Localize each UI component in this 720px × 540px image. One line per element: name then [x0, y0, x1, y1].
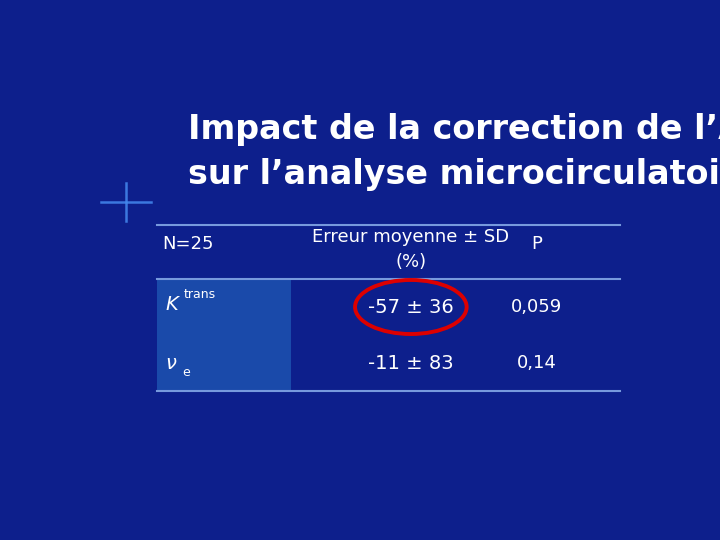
- Text: 0,14: 0,14: [516, 354, 557, 372]
- Text: trans: trans: [184, 288, 216, 301]
- Text: 0,059: 0,059: [510, 298, 562, 316]
- Text: (%): (%): [395, 253, 426, 271]
- Text: ν: ν: [166, 354, 176, 373]
- Text: e: e: [183, 366, 190, 379]
- Text: Impact de la correction de l’AIF: Impact de la correction de l’AIF: [188, 113, 720, 146]
- Text: -11 ± 83: -11 ± 83: [368, 354, 454, 373]
- Text: -57 ± 36: -57 ± 36: [368, 298, 454, 316]
- Text: P: P: [531, 234, 542, 253]
- Text: K: K: [166, 295, 178, 314]
- FancyBboxPatch shape: [157, 279, 291, 335]
- Text: N=25: N=25: [163, 234, 214, 253]
- Text: Erreur moyenne ± SD: Erreur moyenne ± SD: [312, 228, 510, 246]
- FancyBboxPatch shape: [157, 335, 291, 391]
- Text: sur l’analyse microcirculatoire: sur l’analyse microcirculatoire: [188, 158, 720, 192]
